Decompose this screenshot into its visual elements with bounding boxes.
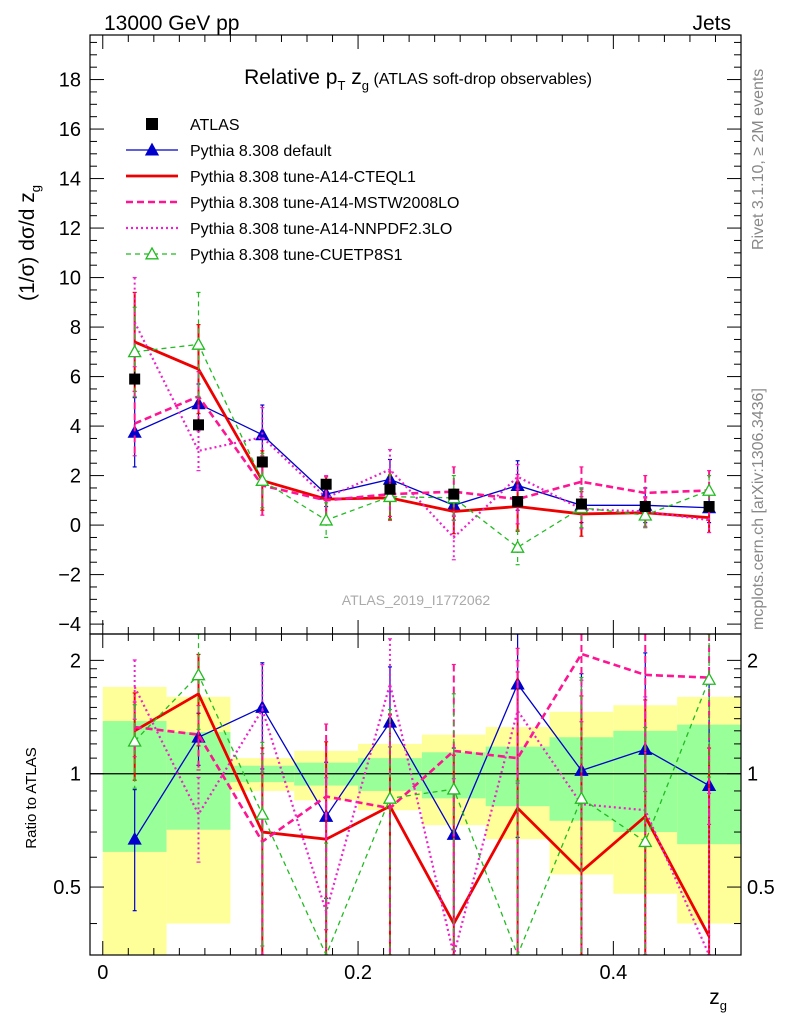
- ratio-ytick-label-right: 1: [747, 764, 758, 786]
- ratio-ytick-label: 1: [70, 764, 81, 786]
- xtick-label: 0.2: [344, 962, 372, 984]
- ylabel-bottom: Ratio to ATLAS: [23, 747, 40, 848]
- ylabel-top-main: (1/σ) dσ/d z: [16, 192, 39, 301]
- plot-title: Relative pT zg (ATLAS soft-drop observab…: [244, 66, 592, 93]
- ytick-label: 10: [59, 268, 81, 290]
- header-right: Jets: [692, 12, 731, 35]
- data-point: [512, 496, 524, 508]
- data-point: [703, 501, 715, 513]
- side-text-top: Rivet 3.1.10, ≥ 2M events: [750, 69, 767, 250]
- ytick-label: −4: [58, 614, 81, 636]
- ytick-label: 12: [59, 218, 81, 240]
- series-line: [134, 673, 710, 955]
- ytick-label: 14: [59, 169, 81, 191]
- series-marker: [127, 733, 142, 747]
- title-main-sub: T: [337, 78, 345, 93]
- series-marker: [127, 344, 142, 358]
- series-line: [134, 343, 710, 549]
- legend-label: Pythia 8.308 tune-A14-MSTW2008LO: [190, 195, 459, 212]
- side-text-bottom: mcplots.cern.ch [arXiv:1306.3436]: [750, 388, 767, 630]
- legend-item: Pythia 8.308 tune-CUETP8S1: [126, 246, 403, 264]
- series-marker: [382, 791, 398, 804]
- legend-swatch: [146, 118, 158, 130]
- series-marker: [638, 834, 653, 848]
- title-paren: (ATLAS soft-drop observables): [369, 71, 592, 88]
- ytick-label: 18: [59, 70, 81, 92]
- ytick-label: −2: [58, 565, 81, 587]
- series-line: [134, 394, 710, 502]
- ylabel-top: (1/σ) dσ/d zg: [16, 185, 43, 301]
- series-marker: [127, 831, 142, 845]
- legend-item: Pythia 8.308 tune-A14-CTEQL1: [126, 169, 416, 186]
- data-point: [575, 498, 587, 510]
- ratio-ytick-label-right: 2: [747, 650, 758, 672]
- legend-item: Pythia 8.308 tune-A14-MSTW2008LO: [126, 195, 459, 212]
- data-point: [129, 373, 141, 385]
- xtick-label: 0.4: [599, 962, 627, 984]
- title-var-sub: g: [362, 78, 369, 93]
- title-var: z: [345, 66, 361, 89]
- ratio-frame: [89, 633, 742, 956]
- title-main: Relative p: [244, 66, 337, 89]
- series-marker: [510, 540, 525, 553]
- legend-marker: [144, 246, 160, 260]
- legend-marker: [144, 142, 160, 156]
- data-point: [256, 456, 268, 468]
- main-series: [127, 276, 717, 566]
- ytick-label: 8: [70, 317, 81, 339]
- series-marker: [574, 791, 589, 804]
- legend-item: ATLAS: [146, 117, 240, 134]
- series-marker: [255, 473, 270, 486]
- series-marker: [255, 807, 270, 820]
- series-line: [134, 652, 710, 844]
- data-point: [320, 478, 332, 490]
- legend-item: Pythia 8.308 tune-A14-NNPDF2.3LO: [126, 221, 452, 238]
- series-marker: [191, 337, 206, 350]
- series-marker: [191, 667, 206, 681]
- series-line: [133, 321, 710, 540]
- series-line: [134, 340, 710, 520]
- data-point: [639, 501, 651, 513]
- data-point: [384, 483, 396, 495]
- series-marker: [638, 507, 653, 521]
- header-left: 13000 GeV pp: [104, 12, 239, 35]
- legend: ATLAS Pythia 8.308 default Pythia 8.308 tu…: [126, 117, 459, 264]
- series-line: [133, 691, 711, 937]
- series-marker: [255, 700, 270, 713]
- ytick-label: 0: [70, 515, 81, 537]
- ratio-series: [127, 634, 717, 955]
- ytick-label: 16: [59, 119, 81, 141]
- ratio-ytick-label: 2: [70, 650, 81, 672]
- ytick-label: 4: [70, 416, 81, 438]
- ratio-ytick-label: 0.5: [53, 877, 81, 899]
- data-point: [448, 488, 460, 500]
- xtick-label: 0: [97, 962, 108, 984]
- series-marker: [446, 781, 461, 795]
- legend-label: ATLAS: [190, 117, 240, 134]
- series-marker: [319, 512, 334, 526]
- data-point: [193, 419, 204, 431]
- xlabel-main: z: [709, 986, 720, 1009]
- xlabel-sub: g: [720, 998, 727, 1013]
- legend-label: Pythia 8.308 tune-CUETP8S1: [190, 247, 403, 264]
- series-marker: [382, 489, 398, 503]
- ylabel-top-sub: g: [28, 185, 43, 192]
- legend-label: Pythia 8.308 tune-A14-CTEQL1: [190, 169, 416, 186]
- ratio-ytick-label-right: 0.5: [747, 877, 775, 899]
- series-marker: [701, 672, 717, 685]
- legend-label: Pythia 8.308 default: [190, 143, 332, 160]
- xlabel: zg: [709, 986, 727, 1013]
- ytick-label: 6: [70, 367, 81, 389]
- legend-item: Pythia 8.308 default: [126, 142, 332, 160]
- series-line: [134, 403, 710, 509]
- analysis-id: ATLAS_2019_I1772062: [342, 592, 491, 608]
- ytick-label: 2: [70, 466, 81, 488]
- main-frame: [89, 34, 742, 635]
- legend-label: Pythia 8.308 tune-A14-NNPDF2.3LO: [190, 221, 452, 238]
- series-marker: [701, 483, 717, 496]
